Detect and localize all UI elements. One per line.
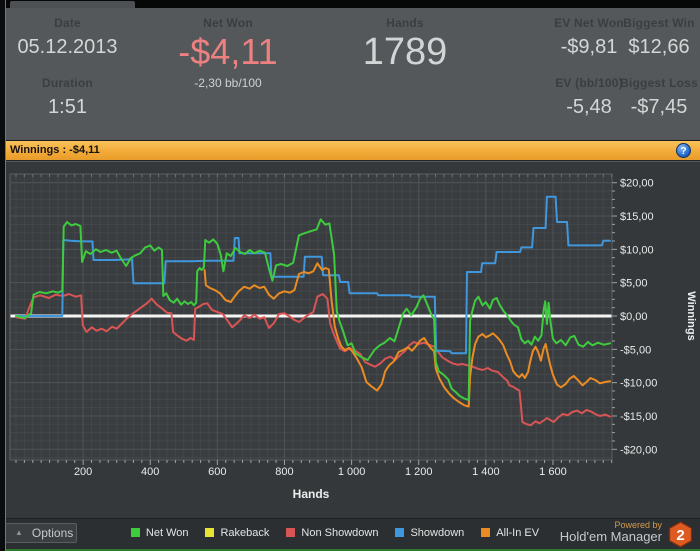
ev-net-won-value: -$9,81 xyxy=(560,36,618,58)
biggest-loss-value: -$7,45 xyxy=(630,96,688,118)
session-tab[interactable] xyxy=(10,1,135,8)
axis-ticks xyxy=(15,174,617,465)
duration-label: Duration xyxy=(42,76,93,90)
legend-swatch-icon xyxy=(481,528,491,537)
ev-bb100-label: EV (bb/100) xyxy=(555,76,623,90)
stat-date: Date 05.12.2013 xyxy=(5,16,130,59)
ev-net-won-label: EV Net Won xyxy=(554,16,624,30)
svg-text:1 000: 1 000 xyxy=(338,466,366,478)
net-won-label: Net Won xyxy=(203,16,253,30)
svg-text:400: 400 xyxy=(141,466,159,478)
svg-text:800: 800 xyxy=(275,466,293,478)
x-axis-labels: 200 400 600 800 1 000 1 200 1 400 1 600 xyxy=(74,466,567,478)
hands-label: Hands xyxy=(386,16,424,30)
net-won-value: -$4,11 xyxy=(178,31,278,72)
svg-text:200: 200 xyxy=(74,466,92,478)
stat-biggest-loss: Biggest Loss -$7,45 xyxy=(620,76,698,119)
stat-net-won: Net Won -$4,11 -2,30 bb/100 xyxy=(148,16,308,90)
series-non-showdown xyxy=(15,293,611,427)
left-edge-splitter[interactable] xyxy=(0,0,6,551)
stat-ev-net-won: EV Net Won -$9,81 xyxy=(540,16,638,59)
x-axis-title: Hands xyxy=(293,487,330,501)
svg-text:$0,00: $0,00 xyxy=(620,311,648,323)
svg-text:1 600: 1 600 xyxy=(539,466,567,478)
chart-panel: $20,00 $15,00 $10,00 $5,00 $0,00 -$5,00 -$10,0… xyxy=(0,162,700,518)
legend-item-net-won[interactable]: Net Won xyxy=(130,526,189,539)
svg-text:1 400: 1 400 xyxy=(472,466,500,478)
bottom-accent-line xyxy=(0,549,700,551)
stat-ev-bb100: EV (bb/100) -5,48 xyxy=(540,76,638,119)
stat-duration: Duration 1:51 xyxy=(5,76,130,119)
svg-text:1 200: 1 200 xyxy=(405,466,433,478)
svg-text:-$5,00: -$5,00 xyxy=(620,344,651,356)
options-button-label: Options xyxy=(31,526,74,540)
series-showdown xyxy=(15,195,611,355)
biggest-win-value: $12,66 xyxy=(628,36,690,58)
legend-label: Non Showdown xyxy=(301,526,379,539)
bottom-bar: ▲ Options Net Won Rakeback Non Showdown Sho… xyxy=(0,518,700,551)
brand-name: Hold'em Manager xyxy=(559,529,662,545)
legend-swatch-icon xyxy=(395,528,405,537)
series-net-won xyxy=(15,218,611,401)
svg-text:$15,00: $15,00 xyxy=(620,211,654,223)
legend-item-showdown[interactable]: Showdown xyxy=(395,527,464,539)
svg-text:-$20,00: -$20,00 xyxy=(620,444,657,456)
svg-text:600: 600 xyxy=(208,466,226,478)
legend-item-non-showdown[interactable]: Non Showdown xyxy=(286,527,378,539)
series-all-in-ev xyxy=(203,262,611,408)
powered-by-text: Powered by xyxy=(614,520,662,530)
legend-label: Net Won xyxy=(145,526,189,539)
legend-label: All-In EV xyxy=(496,526,540,539)
collapse-up-icon: ▲ xyxy=(15,528,23,537)
stat-hands: Hands 1789 xyxy=(330,16,480,74)
svg-text:-$10,00: -$10,00 xyxy=(620,378,657,390)
winnings-section-header[interactable]: Winnings : -$4,11 ? xyxy=(0,140,700,161)
svg-text:2: 2 xyxy=(676,527,684,544)
hands-value: 1789 xyxy=(362,31,448,73)
legend-item-rakeback[interactable]: Rakeback xyxy=(205,527,269,539)
date-label: Date xyxy=(54,16,81,30)
legend-swatch-icon xyxy=(130,528,140,537)
duration-value: 1:51 xyxy=(48,96,87,118)
stat-biggest-win: Biggest Win $12,66 xyxy=(620,16,698,59)
help-icon[interactable]: ? xyxy=(676,143,691,158)
powered-by-block: Powered by Hold'em Manager xyxy=(559,520,662,545)
svg-text:$20,00: $20,00 xyxy=(620,178,654,190)
y-axis-labels: $20,00 $15,00 $10,00 $5,00 $0,00 -$5,00 -$10,0… xyxy=(620,178,657,457)
svg-text:$5,00: $5,00 xyxy=(620,278,648,290)
winnings-section-title: Winnings : -$4,11 xyxy=(10,144,100,156)
svg-text:$10,00: $10,00 xyxy=(620,244,654,256)
winnings-chart: $20,00 $15,00 $10,00 $5,00 $0,00 -$5,00 -$10,0… xyxy=(9,173,697,501)
biggest-loss-label: Biggest Loss xyxy=(620,76,698,90)
y-axis-title: Winnings xyxy=(685,291,697,340)
ev-bb100-value: -5,48 xyxy=(566,96,612,118)
svg-text:-$15,00: -$15,00 xyxy=(620,411,657,423)
legend-label: Rakeback xyxy=(220,526,270,539)
biggest-win-label: Biggest Win xyxy=(623,16,695,30)
chart-legend: Net Won Rakeback Non Showdown Showdown All-I… xyxy=(120,519,550,546)
date-value: 05.12.2013 xyxy=(17,36,118,58)
legend-swatch-icon xyxy=(205,528,215,537)
legend-item-all-in-ev[interactable]: All-In EV xyxy=(481,527,539,539)
session-stats-header: Date 05.12.2013 Duration 1:51 Net Won -$… xyxy=(0,8,700,140)
options-button[interactable]: ▲ Options xyxy=(5,523,77,543)
net-won-bb100: -2,30 bb/100 xyxy=(194,75,262,90)
hm2-logo-icon: 2 xyxy=(668,521,693,548)
legend-label: Showdown xyxy=(410,526,465,539)
top-strip xyxy=(0,0,700,8)
legend-swatch-icon xyxy=(286,528,296,537)
